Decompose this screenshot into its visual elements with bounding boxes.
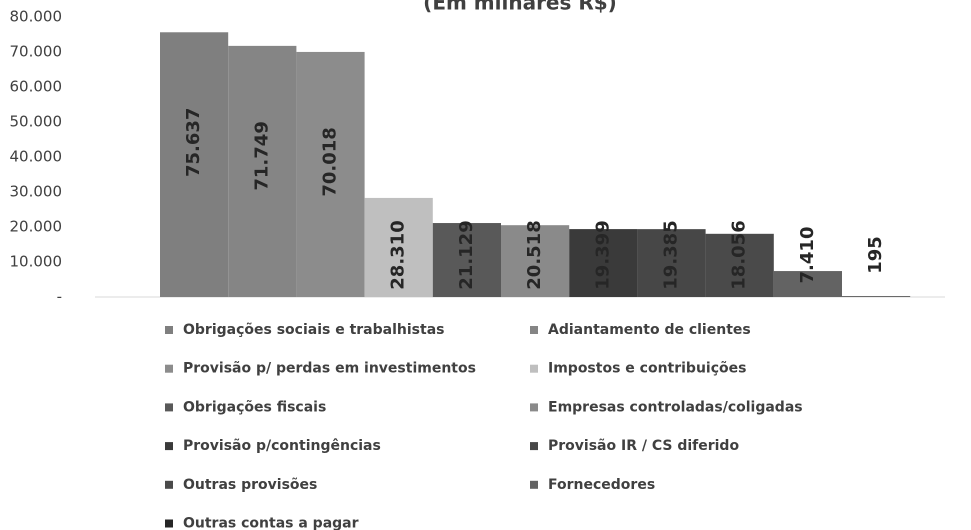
y-tick-label: - xyxy=(57,288,62,306)
value-label: 18.056 xyxy=(729,220,750,289)
bar xyxy=(364,197,433,297)
value-label: 19.399 xyxy=(592,220,613,289)
y-tick-label: 50.000 xyxy=(10,113,63,131)
y-tick-label: 60.000 xyxy=(10,78,63,96)
legend-label: Impostos e contribuições xyxy=(548,361,746,377)
legend-label: Outras contas a pagar xyxy=(183,516,359,530)
legend-label: Provisão p/contingências xyxy=(183,438,381,454)
bar xyxy=(773,271,842,297)
legend-label: Provisão p/ perdas em investimentos xyxy=(183,361,476,377)
bar xyxy=(637,229,706,297)
legend-swatch xyxy=(165,326,173,334)
legend-label: Adiantamento de clientes xyxy=(548,322,751,338)
legend-label: Outras provisões xyxy=(183,477,317,493)
value-label: 7.410 xyxy=(797,227,818,284)
legend-swatch xyxy=(165,519,173,528)
y-tick-label: 70.000 xyxy=(10,43,63,61)
y-tick-label: 80.000 xyxy=(10,8,63,26)
legend-label: Provisão IR / CS diferido xyxy=(548,438,739,454)
bar xyxy=(569,229,638,297)
y-tick-label: 30.000 xyxy=(10,183,63,201)
bar xyxy=(296,51,365,298)
legend-label: Obrigações sociais e trabalhistas xyxy=(183,322,444,338)
legend-swatch xyxy=(530,442,538,451)
bar xyxy=(705,233,774,297)
legend-swatch xyxy=(530,480,538,489)
bar xyxy=(432,223,501,297)
y-tick-label: 20.000 xyxy=(10,218,63,236)
legend-swatch xyxy=(165,364,173,373)
bar xyxy=(160,32,229,297)
bar xyxy=(501,225,570,297)
value-label: 70.018 xyxy=(320,127,341,196)
value-label: 21.129 xyxy=(456,220,477,289)
legend-label: Empresas controladas/coligadas xyxy=(548,399,803,415)
value-label: 71.749 xyxy=(251,121,272,190)
value-label: 28.310 xyxy=(388,220,409,289)
legend-label: Fornecedores xyxy=(548,477,655,493)
legend-swatch xyxy=(165,403,173,412)
y-tick-label: 10.000 xyxy=(10,253,63,271)
value-label: 20.518 xyxy=(524,220,545,289)
y-tick-label: 40.000 xyxy=(10,148,63,166)
bar xyxy=(228,45,297,297)
chart-title: (Em milhares R$) xyxy=(423,0,617,15)
legend-swatch xyxy=(165,480,173,489)
bar xyxy=(842,296,911,297)
value-label: 195 xyxy=(865,236,886,274)
value-label: 19.385 xyxy=(661,220,682,289)
legend-label: Obrigações fiscais xyxy=(183,399,326,415)
legend-swatch xyxy=(530,364,538,373)
legend-swatch xyxy=(165,442,173,451)
value-label: 75.637 xyxy=(183,108,204,177)
legend-swatch xyxy=(530,326,538,334)
legend-swatch xyxy=(530,403,538,412)
